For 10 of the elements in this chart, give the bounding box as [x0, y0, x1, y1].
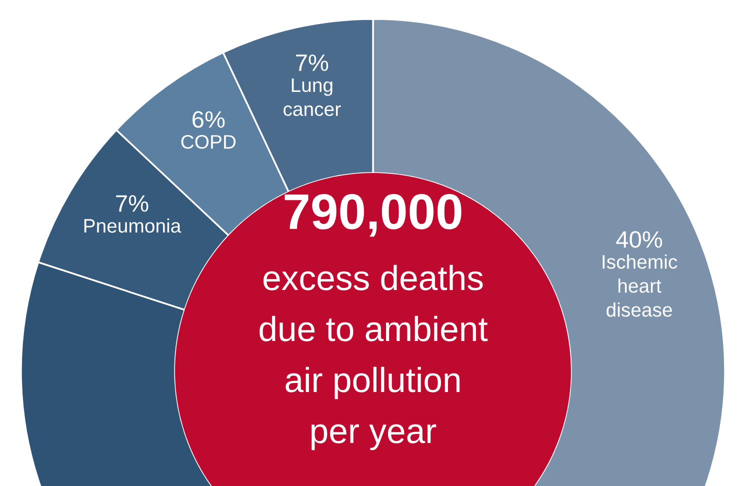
- slice-label: Lung cancer: [284, 78, 341, 116]
- text: excess deaths due to ambient air pollution per year: [260, 264, 488, 450]
- data-label: 7%: [296, 54, 328, 71]
- data-label: 6%: [192, 111, 225, 128]
- text: 790,000: [284, 194, 462, 237]
- data-label: 7%: [116, 195, 148, 212]
- slice-label: COPD: [181, 134, 236, 149]
- slice-label: Ischemic heart disease: [602, 254, 678, 317]
- slice-label: Pneumonia: [84, 218, 182, 233]
- data-label: 40%: [616, 231, 662, 248]
